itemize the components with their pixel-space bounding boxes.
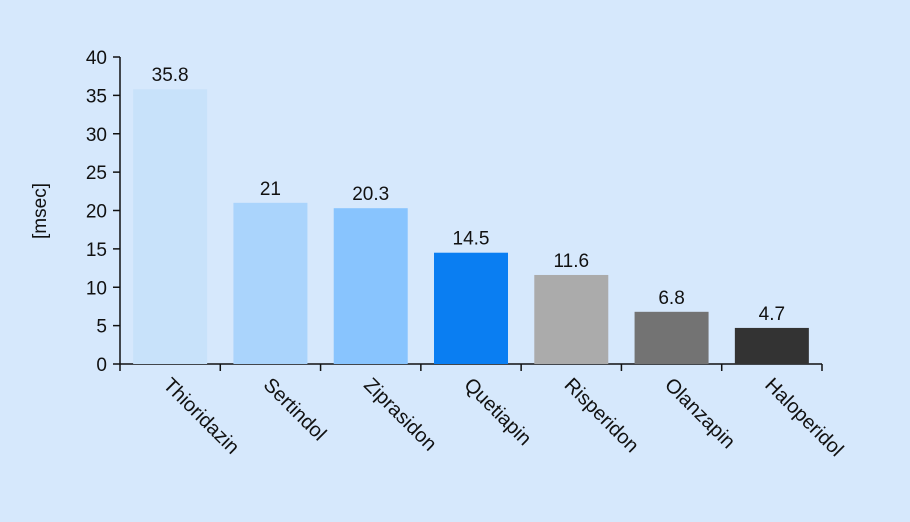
data-label: 20.3	[352, 184, 389, 205]
x-axis	[119, 363, 823, 371]
bar-olanzapin	[634, 311, 709, 364]
bar-quetiapin	[434, 252, 508, 364]
y-tick-label: 35	[86, 86, 107, 107]
y-tick-label: 5	[96, 317, 107, 338]
data-label: 21	[260, 179, 281, 200]
data-label: 14.5	[453, 229, 490, 250]
y-tick-label: 30	[86, 125, 107, 146]
y-tick-label: 0	[96, 355, 107, 376]
x-tick-label: Risperidon	[560, 374, 643, 457]
y-axis-title: [msec]	[30, 183, 51, 239]
x-tick-label: Sertindol	[259, 374, 330, 445]
data-label: 11.6	[553, 251, 589, 272]
x-tick-label: Ziprasidon	[359, 374, 441, 456]
bar-thioridazin	[133, 89, 208, 365]
y-tick-label: 10	[86, 278, 107, 299]
y-axis: 0 5 10 15 20 25 30 35 40	[86, 48, 121, 376]
x-tick-label: Haloperidol	[760, 374, 847, 461]
data-label: 6.8	[658, 288, 684, 309]
y-tick-label: 20	[86, 202, 107, 223]
y-tick-label: 15	[86, 240, 107, 261]
bar-haloperidol	[734, 327, 809, 364]
bar-sertindol	[233, 202, 308, 364]
x-tick-label: Olanzapin	[660, 374, 739, 453]
bar-risperidon	[534, 274, 609, 364]
x-tick-label: Thioridazin	[159, 374, 244, 459]
data-labels: 35.8 21 20.3 14.5 11.6 6.8 4.7	[152, 65, 785, 325]
data-label: 35.8	[152, 65, 189, 86]
data-label: 4.7	[759, 304, 785, 325]
y-tick-label: 25	[86, 163, 107, 184]
x-tick-label: Quetiapin	[459, 374, 535, 450]
y-tick-label: 40	[86, 48, 107, 69]
bar-ziprasidon	[333, 208, 408, 364]
category-labels: Thioridazin Sertindol Ziprasidon Quetiapin R…	[159, 374, 848, 461]
bars	[133, 89, 809, 365]
